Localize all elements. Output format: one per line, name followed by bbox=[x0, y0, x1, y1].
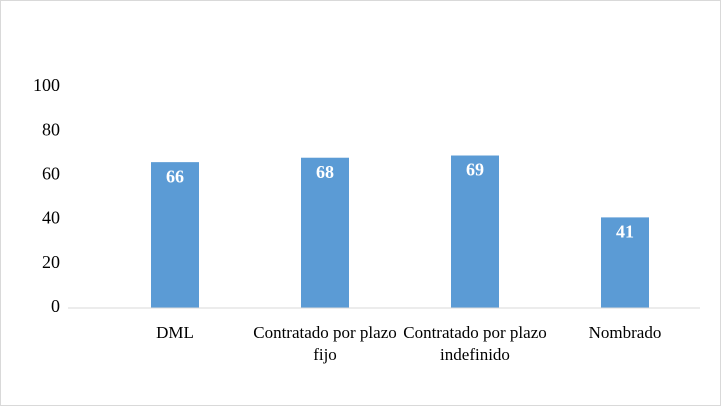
bar bbox=[301, 157, 349, 308]
y-tick-label: 80 bbox=[42, 119, 60, 139]
data-label: 41 bbox=[616, 222, 634, 242]
data-label: 66 bbox=[166, 166, 184, 186]
x-tick-label: Contratado por plazo indefinido bbox=[403, 323, 547, 364]
y-tick-label: 20 bbox=[42, 252, 60, 272]
bar bbox=[601, 217, 649, 308]
x-tick-label: DML bbox=[156, 323, 194, 342]
data-label: 68 bbox=[316, 162, 334, 182]
y-tick-label: 100 bbox=[33, 75, 60, 95]
x-tick-label: Contratado por plazo fijo bbox=[253, 323, 397, 364]
x-tick-label: Nombrado bbox=[588, 323, 662, 342]
data-label: 69 bbox=[466, 160, 484, 180]
y-tick-label: 0 bbox=[51, 296, 60, 316]
y-tick-label: 60 bbox=[42, 164, 60, 184]
y-tick-label: 40 bbox=[42, 208, 60, 228]
bar bbox=[151, 162, 199, 308]
bar bbox=[451, 155, 499, 308]
